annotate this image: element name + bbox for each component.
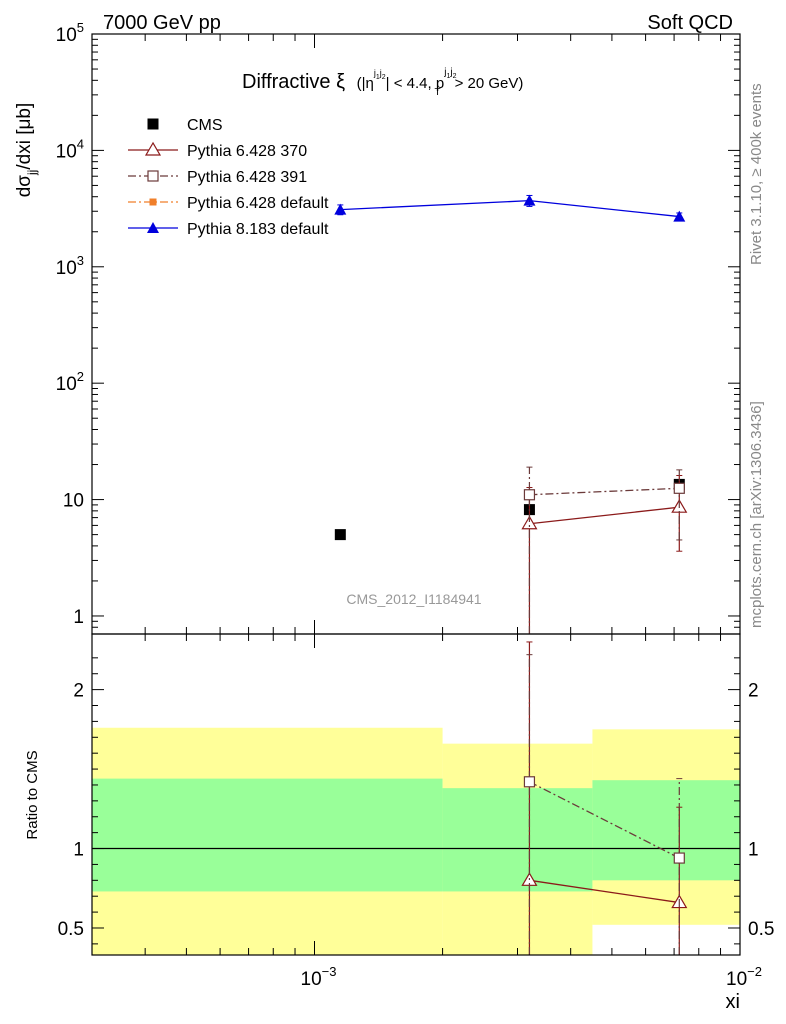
main-y-tick-label: 104 xyxy=(56,136,84,162)
process-label: Soft QCD xyxy=(647,12,733,34)
ratio-y-axis-label: Ratio to CMS xyxy=(24,750,41,839)
energy-label: 7000 GeV pp xyxy=(103,12,221,34)
legend-label: Pythia 6.428 391 xyxy=(187,169,307,186)
series-cms xyxy=(334,478,685,541)
data-point xyxy=(334,529,346,541)
ratio-plot-frame xyxy=(91,633,741,956)
legend-entry: Pythia 8.183 default xyxy=(128,221,329,238)
legend-entry: Pythia 6.428 391 xyxy=(128,169,307,186)
mcplots-label: mcplots.cern.ch [arXiv:1306.3436] xyxy=(748,401,765,628)
legend-marker xyxy=(147,118,159,130)
ratio-y-tick-label-right: 1 xyxy=(748,840,759,861)
main-y-tick-label: 1 xyxy=(73,607,84,628)
data-point xyxy=(523,194,536,206)
series-pythia-6-428-370 xyxy=(521,475,688,634)
ratio-panel: 0.5 0.5 1 1 2 2 10−3 10−2 Ratio to CMS xi xyxy=(24,633,774,1013)
legend-entry: CMS xyxy=(147,117,223,134)
legend-marker xyxy=(147,222,159,233)
main-y-tick-label: 105 xyxy=(56,20,84,46)
data-point xyxy=(673,210,686,222)
main-title-text: Diffractive ξ xyxy=(242,71,345,93)
main-axis-ticks: 1 10 102 103 104 105 xyxy=(56,20,741,635)
legend-entry: Pythia 6.428 370 xyxy=(128,141,307,160)
ratio-series-line xyxy=(529,879,680,904)
ratio-bands xyxy=(92,727,740,955)
main-y-tick-label: 10 xyxy=(63,491,84,512)
ratio-series-layer xyxy=(521,641,688,955)
ratio-y-tick-label-right: 0.5 xyxy=(748,919,774,940)
ratio-data-point xyxy=(673,852,685,864)
legend-marker xyxy=(147,170,159,182)
main-title-cut: (|η xyxy=(357,75,374,92)
x-axis-label: xi xyxy=(726,991,740,1013)
x-tick-label: 10−3 xyxy=(301,964,337,990)
main-y-tick-label: 102 xyxy=(56,369,84,395)
series-pythia-6-428-391 xyxy=(523,466,685,634)
series-line xyxy=(529,487,680,496)
ratio-y-tick-label: 2 xyxy=(73,681,84,702)
data-point xyxy=(521,515,538,530)
stat-uncertainty-band xyxy=(592,780,740,881)
legend-label: Pythia 8.183 default xyxy=(187,221,329,238)
legend-entry: Pythia 6.428 default xyxy=(128,195,329,212)
legend-marker xyxy=(144,141,162,156)
x-tick-label: 10−2 xyxy=(726,964,762,990)
legend-label: Pythia 6.428 370 xyxy=(187,143,307,160)
main-y-axis-label: dσjj/dxi [μb] xyxy=(14,103,39,198)
series-pythia-8-183-default xyxy=(334,194,686,222)
main-series-layer xyxy=(334,194,688,634)
series-line xyxy=(529,506,680,525)
legend-label: CMS xyxy=(187,117,223,134)
ratio-data-point xyxy=(523,776,536,788)
legend-label: Pythia 6.428 default xyxy=(187,195,329,212)
ratio-y-tick-label: 1 xyxy=(73,840,84,861)
main-y-tick-label: 103 xyxy=(56,253,84,279)
main-title: Diffractive ξ (|ηj1j2| < 4.4, pj1j2 T> 20… xyxy=(242,67,523,98)
data-point xyxy=(523,489,536,501)
analysis-label: CMS_2012_I1184941 xyxy=(346,591,481,607)
series-line xyxy=(340,200,680,218)
ratio-series-line xyxy=(529,781,680,859)
ratio-y-tick-label: 0.5 xyxy=(58,919,84,940)
stat-uncertainty-band xyxy=(92,778,443,892)
legend: CMS Pythia 6.428 370 Pythia 6.428 391 Pythi… xyxy=(128,117,329,238)
main-panel: 1 10 102 103 104 105 Diffractive ξ (|ηj1j2| <… xyxy=(14,20,741,635)
ratio-series-pythia-6-428-391 xyxy=(523,654,685,955)
stat-uncertainty-band xyxy=(442,788,593,892)
ratio-axis-ticks: 0.5 0.5 1 1 2 2 10−3 10−2 xyxy=(58,634,774,990)
data-point xyxy=(334,203,347,215)
rivet-label: Rivet 3.1.10, ≥ 400k events xyxy=(748,83,765,265)
ratio-y-tick-label-right: 2 xyxy=(748,681,759,702)
legend-marker xyxy=(149,198,157,206)
data-point xyxy=(673,482,685,494)
